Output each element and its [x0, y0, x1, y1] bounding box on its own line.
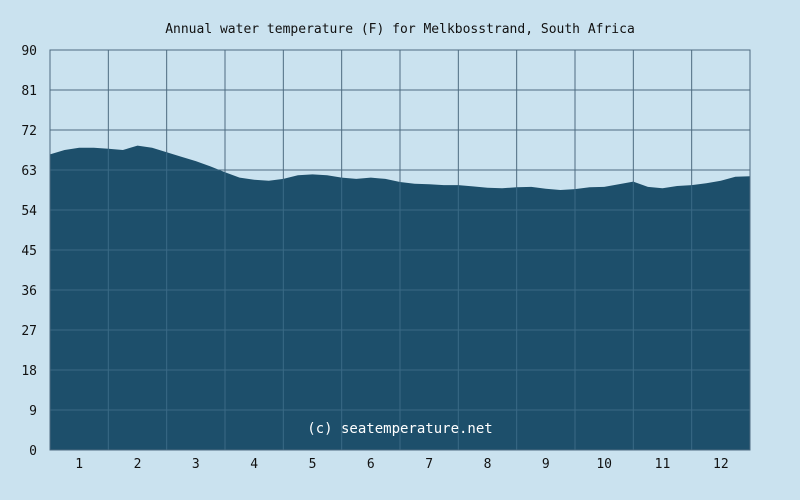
x-tick-label: 9	[542, 457, 550, 472]
y-tick-label: 72	[21, 124, 37, 139]
x-axis-ticks: 1 2 3 4 5 6 7 8 9 10 11 12	[75, 457, 728, 472]
x-tick-label: 4	[250, 457, 258, 472]
y-tick-label: 54	[21, 204, 37, 219]
x-tick-label: 2	[134, 457, 142, 472]
x-tick-label: 12	[713, 457, 729, 472]
x-tick-label: 7	[425, 457, 433, 472]
plot-border	[49, 49, 751, 451]
y-tick-label: 63	[21, 164, 37, 179]
y-tick-label: 0	[29, 444, 37, 459]
y-tick-label: 90	[21, 44, 37, 59]
y-tick-label: 36	[21, 284, 37, 299]
x-tick-label: 8	[484, 457, 492, 472]
x-tick-label: 1	[75, 457, 83, 472]
y-tick-label: 45	[21, 244, 37, 259]
x-tick-label: 6	[367, 457, 375, 472]
x-tick-label: 3	[192, 457, 200, 472]
x-tick-label: 11	[655, 457, 671, 472]
y-tick-label: 81	[21, 84, 37, 99]
y-tick-label: 9	[29, 404, 37, 419]
x-tick-label: 5	[309, 457, 317, 472]
y-tick-label: 18	[21, 364, 37, 379]
watermark-text: (c) seatemperature.net	[307, 421, 492, 437]
y-tick-label: 27	[21, 324, 37, 339]
chart-title: Annual water temperature (F) for Melkbos…	[165, 22, 635, 37]
y-axis-ticks: 0 9 18 27 36 45 54 63 72 81 90	[21, 44, 37, 459]
x-tick-label: 10	[596, 457, 612, 472]
